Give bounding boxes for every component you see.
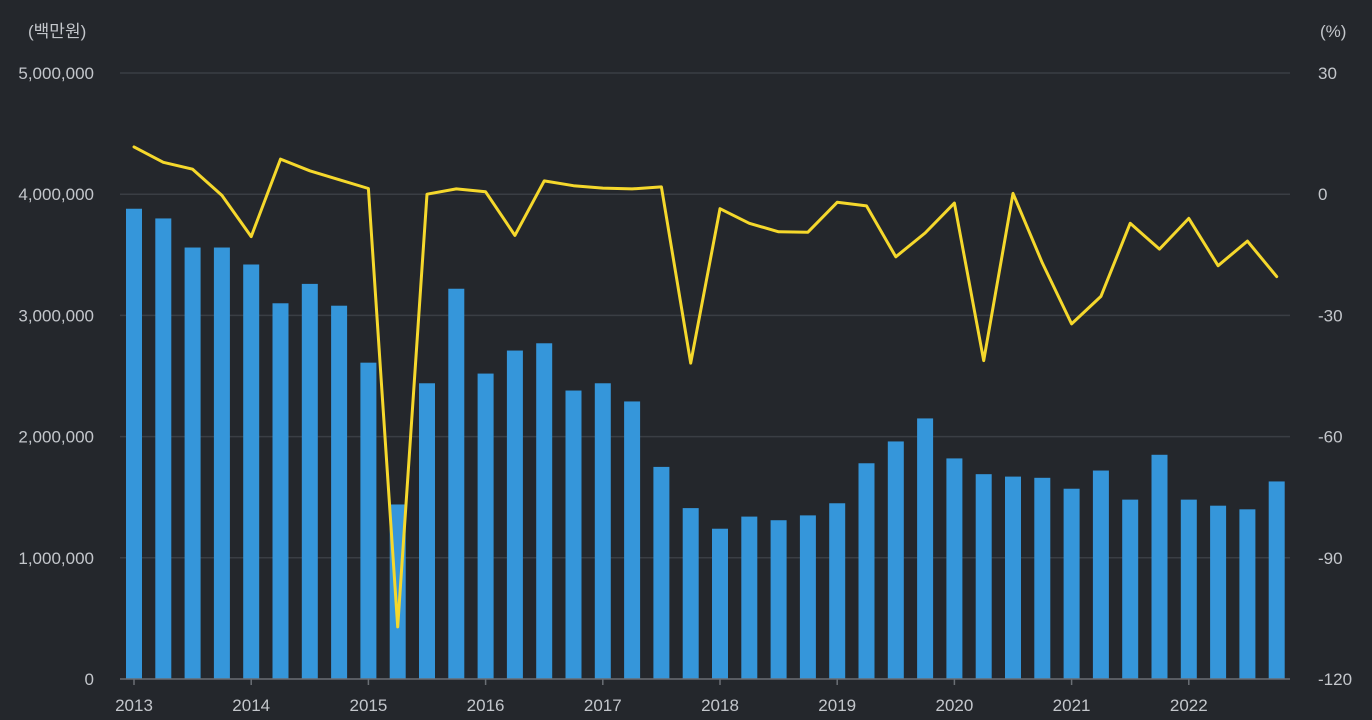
x-tick-label: 2016 (467, 696, 505, 715)
bar (126, 208, 142, 679)
right-tick-label: 0 (1318, 185, 1327, 204)
bar (272, 303, 289, 679)
bar (594, 383, 611, 679)
bar (682, 508, 699, 679)
left-tick-label: 5,000,000 (18, 64, 94, 83)
left-tick-label: 3,000,000 (18, 306, 94, 325)
bar (477, 373, 494, 679)
right-tick-label: -120 (1318, 670, 1352, 689)
x-tick-label: 2015 (349, 696, 387, 715)
x-tick-label: 2014 (232, 696, 270, 715)
bar (1122, 499, 1139, 679)
x-tick-label: 2013 (115, 696, 153, 715)
bar (829, 503, 846, 679)
axis-labels: (백만원) (%) 0 -120 1,000,000 -90 2,000,000 -60 3… (18, 22, 1352, 715)
bar (799, 515, 816, 679)
bar (653, 466, 670, 679)
right-tick-label: -60 (1318, 428, 1343, 447)
bar (946, 458, 963, 679)
left-axis-unit: (백만원) (28, 22, 86, 41)
line-path (132, 145, 1279, 629)
gridlines (120, 72, 1290, 559)
bar (506, 350, 523, 679)
bar (184, 247, 201, 679)
x-tick-label: 2018 (701, 696, 739, 715)
left-tick-label: 4,000,000 (18, 185, 94, 204)
bar (1268, 481, 1285, 679)
left-tick-label: 0 (85, 670, 94, 689)
bar (565, 390, 582, 679)
bar (301, 283, 318, 679)
bar (770, 520, 787, 679)
bar (917, 418, 934, 679)
right-tick-label: -30 (1318, 306, 1343, 325)
bar (624, 401, 641, 679)
bar (1034, 477, 1051, 679)
left-tick-label: 2,000,000 (18, 428, 94, 447)
bar (712, 528, 728, 679)
bar (213, 247, 230, 679)
x-tick-label: 2022 (1170, 696, 1208, 715)
bar (741, 516, 758, 679)
bar (360, 362, 377, 679)
x-tick-label: 2020 (935, 696, 973, 715)
bar (1063, 488, 1080, 679)
bar (1092, 470, 1109, 679)
x-tick-label: 2019 (818, 696, 856, 715)
bar (1005, 476, 1021, 679)
left-tick-label: 1,000,000 (18, 549, 94, 568)
bar (419, 383, 435, 679)
bar (155, 218, 172, 679)
bar (1151, 454, 1168, 679)
right-tick-label: -90 (1318, 549, 1343, 568)
bar (243, 264, 260, 679)
bar (858, 463, 875, 679)
bar (1210, 505, 1227, 679)
axes (120, 678, 1290, 685)
right-tick-label: 30 (1318, 64, 1337, 83)
bar (887, 441, 904, 679)
bar (536, 343, 553, 679)
bar-series (126, 208, 1285, 679)
x-tick-label: 2021 (1053, 696, 1091, 715)
bar (448, 288, 465, 679)
right-axis-unit: (%) (1320, 22, 1346, 41)
bar (1180, 499, 1197, 679)
bar (331, 305, 348, 679)
bar (1239, 509, 1256, 679)
line-series (132, 145, 1279, 629)
bar (975, 474, 992, 679)
x-tick-label: 2017 (584, 696, 622, 715)
